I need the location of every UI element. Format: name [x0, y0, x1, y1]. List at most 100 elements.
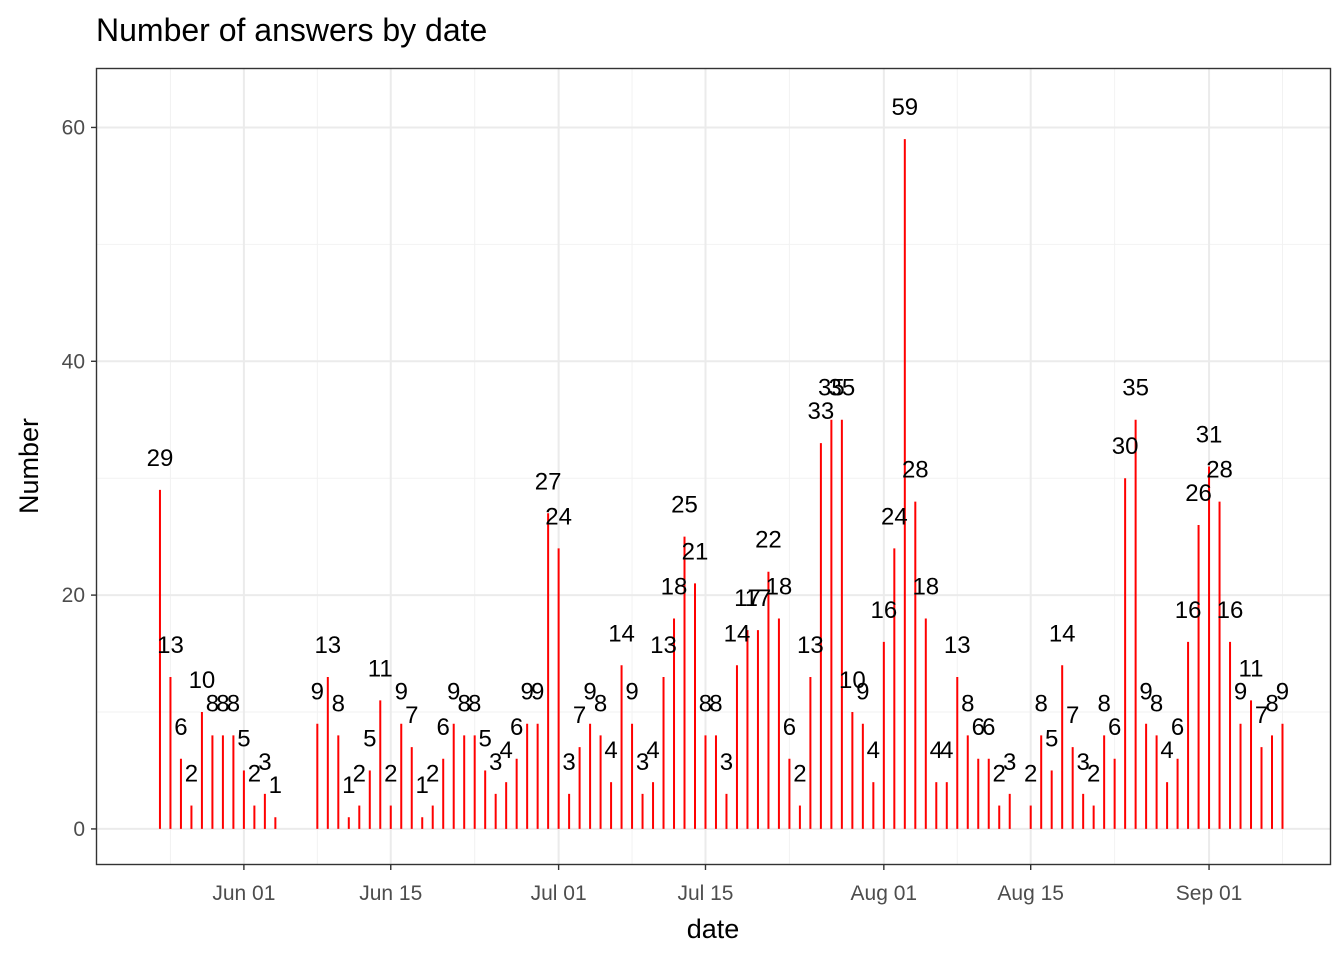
data-label: 9 — [447, 679, 460, 706]
data-label: 13 — [314, 632, 341, 659]
data-label: 14 — [724, 620, 751, 647]
data-label: 14 — [608, 620, 635, 647]
data-label: 8 — [1035, 690, 1048, 717]
data-label: 2 — [185, 761, 198, 788]
data-label: 17 — [734, 585, 761, 612]
data-label: 8 — [332, 690, 345, 717]
data-label: 6 — [174, 714, 187, 741]
data-label: 5 — [237, 725, 250, 752]
data-label: 2 — [248, 761, 261, 788]
data-label: 16 — [1217, 597, 1244, 624]
data-label: 8 — [216, 690, 229, 717]
data-label: 13 — [157, 632, 184, 659]
data-label: 8 — [458, 690, 471, 717]
data-label: 9 — [1139, 679, 1152, 706]
data-label: 18 — [766, 573, 793, 600]
x-axis-title: date — [687, 914, 740, 944]
data-label: 2 — [384, 761, 397, 788]
data-label: 8 — [709, 690, 722, 717]
data-label: 8 — [227, 690, 240, 717]
data-label: 35 — [1122, 375, 1149, 402]
data-label: 8 — [468, 690, 481, 717]
data-label: 8 — [961, 690, 974, 717]
data-label: 35 — [829, 375, 856, 402]
data-label: 4 — [604, 737, 617, 764]
data-label: 5 — [363, 725, 376, 752]
data-label: 9 — [531, 679, 544, 706]
data-label: 6 — [972, 714, 985, 741]
data-label: 18 — [912, 573, 939, 600]
data-label: 4 — [499, 737, 512, 764]
data-label: 9 — [1234, 679, 1247, 706]
axis-layer: 0 20 40 60 Jun 01 Jun 15 Jul 01 Jul 15 Aug 01 Aug… — [62, 116, 1243, 905]
data-label: 6 — [510, 714, 523, 741]
data-label: 8 — [206, 690, 219, 717]
data-label: 3 — [720, 749, 733, 776]
data-label: 10 — [839, 667, 866, 694]
data-label: 3 — [489, 749, 502, 776]
data-label: 6 — [783, 714, 796, 741]
data-label: 13 — [797, 632, 824, 659]
y-tick-label: 60 — [62, 116, 85, 139]
data-label: 3 — [1076, 749, 1089, 776]
data-label: 35 — [818, 375, 845, 402]
data-label: 7 — [1255, 702, 1268, 729]
data-label: 16 — [1175, 597, 1202, 624]
y-tick-label: 40 — [62, 350, 85, 373]
x-tick-label: Jul 01 — [531, 882, 587, 905]
data-label: 6 — [982, 714, 995, 741]
data-label: 2 — [1024, 761, 1037, 788]
chart-title: Number of answers by date — [96, 12, 488, 48]
data-label: 3 — [258, 749, 271, 776]
data-label: 2 — [793, 761, 806, 788]
data-label: 10 — [189, 667, 216, 694]
grid-layer — [97, 69, 1330, 864]
data-label: 4 — [1160, 737, 1173, 764]
data-label: 11 — [368, 655, 393, 682]
data-label: 5 — [479, 725, 492, 752]
data-label: 8 — [699, 690, 712, 717]
data-label: 9 — [1276, 679, 1289, 706]
data-label: 4 — [930, 737, 943, 764]
data-label: 2 — [1087, 761, 1100, 788]
data-label: 4 — [867, 737, 880, 764]
data-label: 9 — [520, 679, 533, 706]
data-label: 4 — [940, 737, 953, 764]
data-label: 5 — [1045, 725, 1058, 752]
data-label: 18 — [661, 573, 688, 600]
data-label: 6 — [437, 714, 450, 741]
data-label: 24 — [881, 503, 908, 530]
data-label: 33 — [808, 398, 835, 425]
data-label: 17 — [745, 585, 772, 612]
x-tick-label: Aug 01 — [851, 882, 918, 905]
data-label: 25 — [671, 492, 698, 519]
data-label: 21 — [682, 538, 709, 565]
data-label: 7 — [573, 702, 586, 729]
data-label: 9 — [856, 679, 869, 706]
data-label: 16 — [870, 597, 897, 624]
data-label: 7 — [405, 702, 418, 729]
data-label-layer: 2913621088852319138125112971269885346992… — [147, 94, 1290, 799]
data-label: 29 — [147, 445, 174, 472]
data-label: 6 — [1108, 714, 1121, 741]
data-label: 1 — [269, 772, 282, 799]
data-label: 1 — [416, 772, 429, 799]
data-label: 6 — [1171, 714, 1184, 741]
data-label: 28 — [902, 457, 929, 484]
data-label: 2 — [993, 761, 1006, 788]
data-label: 13 — [650, 632, 677, 659]
data-label: 13 — [944, 632, 971, 659]
data-label: 7 — [1066, 702, 1079, 729]
x-tick-label: Sep 01 — [1176, 882, 1243, 905]
data-label: 27 — [535, 468, 562, 495]
data-label: 3 — [636, 749, 649, 776]
y-tick-label: 0 — [73, 818, 85, 841]
x-tick-label: Aug 15 — [997, 882, 1064, 905]
data-label: 26 — [1185, 480, 1212, 507]
data-label: 2 — [426, 761, 439, 788]
data-label: 3 — [562, 749, 575, 776]
data-label: 3 — [1003, 749, 1016, 776]
data-label: 4 — [646, 737, 659, 764]
data-label: 31 — [1196, 422, 1223, 449]
